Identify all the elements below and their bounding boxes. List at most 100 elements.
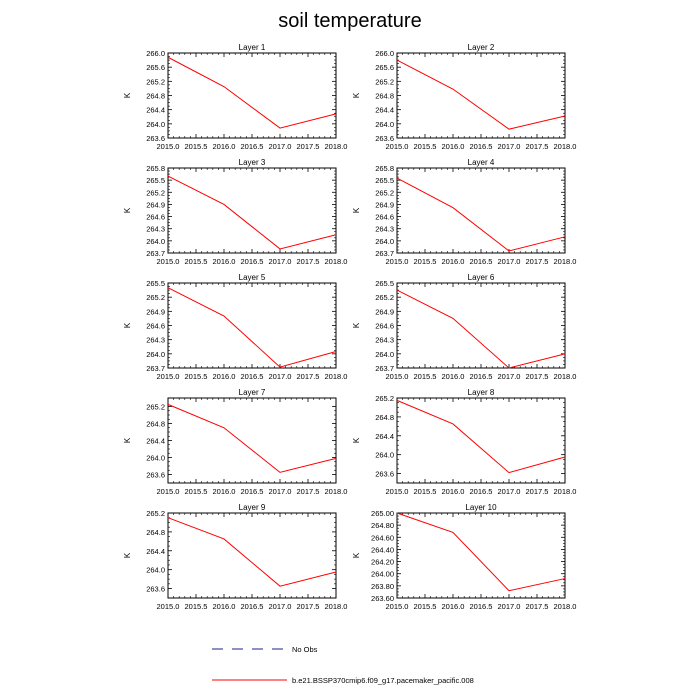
y-tick-label: 264.0 bbox=[375, 350, 394, 359]
y-tick-label: 266.0 bbox=[375, 49, 394, 58]
y-tick-label: 264.3 bbox=[375, 225, 394, 234]
y-tick-label: 264.0 bbox=[146, 350, 165, 359]
x-tick-label: 2015.0 bbox=[157, 487, 180, 496]
y-tick-label: 263.6 bbox=[375, 470, 394, 479]
y-tick-label: 263.6 bbox=[375, 134, 394, 143]
x-tick-label: 2015.5 bbox=[185, 257, 208, 266]
y-tick-label: 263.80 bbox=[371, 582, 394, 591]
panel-layer-4: Layer 4 K 2015.0 2015.5 2016.0 2016.5 2017.0 20… bbox=[352, 158, 576, 266]
y-tick-label: 263.7 bbox=[375, 249, 394, 258]
panel-title: Layer 2 bbox=[468, 43, 495, 52]
x-tick-label: 2015.5 bbox=[414, 142, 437, 151]
x-tick-label: 2016.0 bbox=[442, 372, 465, 381]
x-tick-label: 2018.0 bbox=[325, 487, 348, 496]
x-tick-label: 2016.0 bbox=[442, 257, 465, 266]
series-line-model bbox=[167, 287, 337, 368]
y-tick-label: 265.5 bbox=[146, 176, 165, 185]
x-tick-label: 2017.0 bbox=[498, 602, 521, 611]
x-tick-label: 2016.5 bbox=[470, 372, 493, 381]
y-axis-label: K bbox=[123, 322, 132, 328]
y-axis-label: K bbox=[352, 207, 361, 213]
x-tick-label: 2015.0 bbox=[157, 372, 180, 381]
x-tick-label: 2015.0 bbox=[386, 257, 409, 266]
y-tick-label: 265.8 bbox=[146, 164, 165, 173]
x-tick-label: 2015.5 bbox=[414, 602, 437, 611]
x-tick-label: 2016.5 bbox=[470, 142, 493, 151]
x-tick-label: 2017.0 bbox=[269, 602, 292, 611]
panel-title: Layer 10 bbox=[465, 503, 497, 512]
y-axis-label: K bbox=[352, 552, 361, 558]
plot-frame bbox=[396, 167, 566, 254]
y-tick-label: 264.0 bbox=[146, 237, 165, 246]
plot-frame bbox=[396, 282, 566, 369]
y-tick-label: 264.4 bbox=[146, 106, 165, 115]
x-tick-label: 2015.0 bbox=[386, 372, 409, 381]
y-tick-label: 264.0 bbox=[375, 237, 394, 246]
panel-title: Layer 1 bbox=[239, 43, 266, 52]
legend: No Obs b.e21.BSSP370cmip6.f09_g17.pacema… bbox=[212, 645, 474, 685]
y-axis-label: K bbox=[352, 437, 361, 443]
y-tick-label: 264.80 bbox=[371, 521, 394, 530]
x-tick-label: 2016.0 bbox=[442, 487, 465, 496]
y-tick-label: 265.2 bbox=[146, 188, 165, 197]
x-tick-label: 2016.0 bbox=[442, 602, 465, 611]
panel-layer-5: Layer 5 K 2015.0 2015.5 2016.0 2016.5 2017.0 20… bbox=[123, 273, 347, 381]
y-tick-label: 264.6 bbox=[375, 322, 394, 331]
y-tick-label: 264.6 bbox=[146, 322, 165, 331]
x-tick-label: 2015.5 bbox=[185, 372, 208, 381]
x-tick-label: 2016.5 bbox=[241, 142, 264, 151]
series-line-model bbox=[167, 175, 337, 250]
y-tick-label: 264.0 bbox=[375, 120, 394, 129]
y-axis-label: K bbox=[123, 92, 132, 98]
series-line-model bbox=[396, 177, 566, 252]
x-tick-label: 2017.5 bbox=[297, 372, 320, 381]
y-tick-label: 264.0 bbox=[146, 120, 165, 129]
y-tick-label: 265.5 bbox=[375, 279, 394, 288]
y-tick-label: 265.5 bbox=[146, 279, 165, 288]
x-tick-label: 2017.5 bbox=[297, 487, 320, 496]
y-tick-label: 264.4 bbox=[375, 432, 394, 441]
x-tick-label: 2015.5 bbox=[185, 487, 208, 496]
x-tick-label: 2015.5 bbox=[185, 142, 208, 151]
panel-layer-1: Layer 1 K 2015.0 2015.5 2016.0 2016.5 2017.0 20… bbox=[123, 43, 347, 151]
y-tick-label: 264.9 bbox=[375, 200, 394, 209]
y-tick-label: 264.9 bbox=[146, 200, 165, 209]
series-line-model bbox=[396, 289, 566, 369]
y-tick-label: 264.20 bbox=[371, 558, 394, 567]
y-tick-label: 265.5 bbox=[375, 176, 394, 185]
y-tick-label: 265.6 bbox=[146, 63, 165, 72]
x-tick-label: 2018.0 bbox=[554, 372, 577, 381]
x-tick-label: 2017.0 bbox=[269, 257, 292, 266]
x-tick-label: 2015.0 bbox=[386, 142, 409, 151]
y-tick-label: 264.3 bbox=[146, 225, 165, 234]
y-tick-label: 264.6 bbox=[375, 213, 394, 222]
legend-label-no-obs: No Obs bbox=[292, 645, 318, 654]
panel-title: Layer 7 bbox=[239, 388, 266, 397]
y-tick-label: 264.4 bbox=[146, 437, 165, 446]
x-tick-label: 2015.5 bbox=[414, 372, 437, 381]
x-tick-label: 2017.5 bbox=[297, 602, 320, 611]
x-tick-label: 2016.5 bbox=[470, 602, 493, 611]
y-axis-label: K bbox=[123, 207, 132, 213]
y-tick-label: 265.2 bbox=[146, 509, 165, 518]
plot-frame bbox=[167, 167, 337, 254]
x-tick-label: 2017.5 bbox=[526, 257, 549, 266]
y-axis-label: K bbox=[352, 92, 361, 98]
x-tick-label: 2017.0 bbox=[498, 487, 521, 496]
x-tick-label: 2018.0 bbox=[554, 257, 577, 266]
y-tick-label: 264.0 bbox=[146, 454, 165, 463]
y-tick-label: 264.8 bbox=[146, 528, 165, 537]
y-tick-label: 264.0 bbox=[146, 566, 165, 575]
x-tick-label: 2018.0 bbox=[325, 142, 348, 151]
series-line-model bbox=[167, 517, 337, 587]
plot-frame bbox=[167, 512, 337, 599]
x-tick-label: 2016.5 bbox=[470, 257, 493, 266]
y-tick-label: 265.2 bbox=[375, 293, 394, 302]
series-line-model bbox=[396, 59, 566, 130]
x-tick-label: 2018.0 bbox=[554, 142, 577, 151]
plot-frame bbox=[396, 52, 566, 139]
y-tick-label: 263.7 bbox=[146, 364, 165, 373]
x-tick-label: 2015.0 bbox=[386, 487, 409, 496]
panel-title: Layer 5 bbox=[239, 273, 266, 282]
